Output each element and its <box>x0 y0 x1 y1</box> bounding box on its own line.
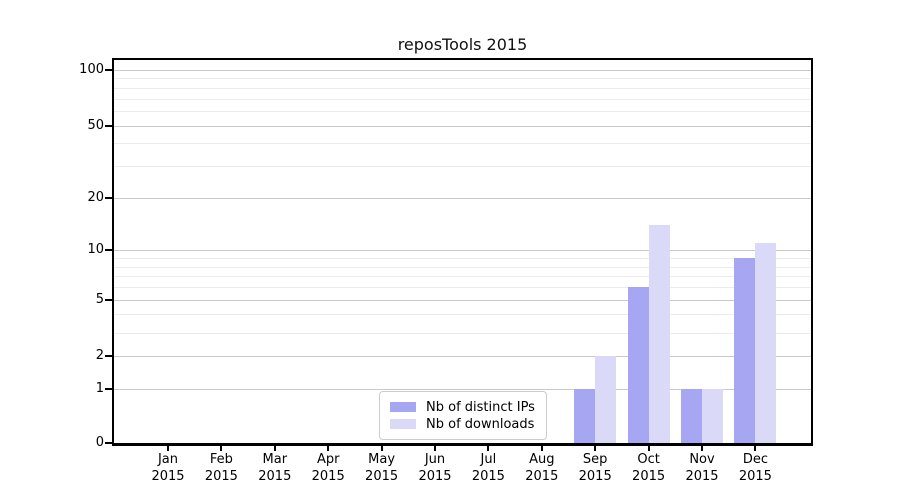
minor-gridline <box>114 143 811 145</box>
x-axis-tick-label: Jun 2015 <box>418 452 452 484</box>
y-axis-tick-mark <box>105 388 112 391</box>
minor-gridline <box>114 332 811 334</box>
major-gridline <box>114 356 811 358</box>
minor-gridline <box>114 266 811 268</box>
chart-title: reposTools 2015 <box>397 35 528 54</box>
minor-gridline <box>114 87 811 89</box>
y-axis-tick-mark <box>105 249 112 252</box>
x-axis-tick-mark <box>220 446 223 451</box>
y-axis-tick-mark <box>105 442 112 444</box>
y-axis-tick-label: 20 <box>87 189 104 205</box>
x-axis-tick-mark <box>380 446 383 451</box>
x-axis-tick-mark <box>647 446 650 451</box>
bar-nb-of-distinct-ips <box>681 389 702 443</box>
minor-gridline <box>114 287 811 289</box>
x-axis-tick-label: Oct 2015 <box>632 452 666 484</box>
minor-gridline <box>114 258 811 260</box>
y-axis-tick-label: 50 <box>87 117 104 133</box>
major-gridline <box>114 250 811 252</box>
y-axis-tick-label: 0 <box>95 435 104 450</box>
bar-nb-of-downloads <box>702 389 723 443</box>
legend-swatch <box>390 419 416 429</box>
y-axis-tick-mark <box>105 124 112 127</box>
major-gridline <box>114 69 811 71</box>
x-axis-tick-label: Jul 2015 <box>471 452 505 484</box>
x-axis-tick-mark <box>273 446 276 451</box>
legend-row: Nb of downloads <box>390 416 536 432</box>
bar-nb-of-downloads <box>755 243 777 443</box>
legend-swatch <box>390 402 416 412</box>
x-axis-tick-mark <box>434 446 436 451</box>
y-axis-tick-label: 10 <box>87 242 104 258</box>
minor-gridline <box>114 166 811 168</box>
minor-gridline <box>114 111 811 112</box>
minor-gridline <box>114 314 811 316</box>
x-axis-tick-label: Nov 2015 <box>685 452 719 484</box>
major-gridline <box>114 389 811 391</box>
x-axis-tick-mark <box>701 446 703 451</box>
x-axis-tick-label: Feb 2015 <box>204 452 238 484</box>
major-gridline <box>114 125 811 127</box>
legend-label: Nb of downloads <box>426 416 535 432</box>
y-axis-tick-label: 1 <box>95 381 104 397</box>
x-axis-tick-label: Sep 2015 <box>578 452 612 484</box>
x-axis-tick-label: Jan 2015 <box>151 452 185 484</box>
y-axis-tick-label: 5 <box>95 291 104 307</box>
x-axis-tick-mark <box>327 446 330 451</box>
y-axis-tick-label: 100 <box>79 61 104 77</box>
y-axis-tick-mark <box>105 298 112 301</box>
x-axis-tick-label: Dec 2015 <box>738 452 772 484</box>
x-axis-tick-label: May 2015 <box>365 452 399 484</box>
bar-nb-of-downloads <box>648 225 670 443</box>
x-axis-tick-label: Mar 2015 <box>258 452 292 484</box>
y-axis-tick-mark <box>105 355 112 358</box>
x-axis-tick-mark <box>167 446 169 451</box>
minor-gridline <box>114 276 811 278</box>
bar-nb-of-downloads <box>595 356 617 443</box>
x-axis-tick-label: Apr 2015 <box>311 452 345 484</box>
plot-area: Nb of distinct IPs Nb of downloads <box>112 58 813 446</box>
y-axis-tick-mark <box>105 196 112 199</box>
y-axis-tick-label: 2 <box>95 348 104 364</box>
minor-gridline <box>114 78 811 80</box>
bar-nb-of-distinct-ips <box>574 389 596 443</box>
y-axis-tick-mark <box>105 68 112 71</box>
legend-label: Nb of distinct IPs <box>426 399 535 415</box>
x-axis-tick-mark <box>594 446 597 451</box>
bar-nb-of-distinct-ips <box>734 258 756 443</box>
minor-gridline <box>114 98 811 100</box>
major-gridline <box>114 299 811 301</box>
x-axis-tick-label: Aug 2015 <box>525 452 559 484</box>
legend: Nb of distinct IPs Nb of downloads <box>379 391 547 440</box>
legend-row: Nb of distinct IPs <box>390 399 536 415</box>
bar-nb-of-distinct-ips <box>627 287 649 443</box>
x-axis-tick-mark <box>540 446 543 451</box>
major-gridline <box>114 197 811 199</box>
x-axis-tick-mark <box>754 446 757 451</box>
x-axis-tick-mark <box>487 446 490 451</box>
